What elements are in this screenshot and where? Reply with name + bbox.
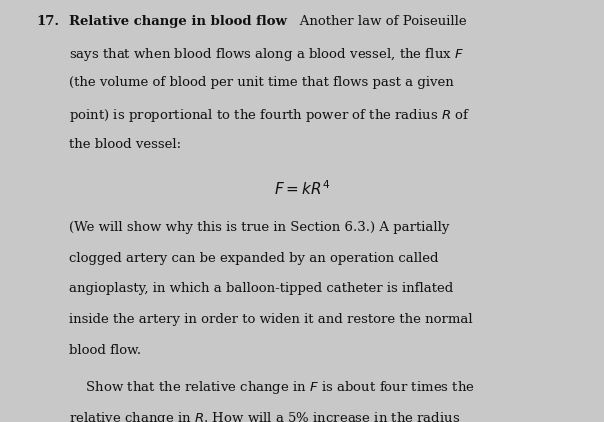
Text: Show that the relative change in $F$ is about four times the: Show that the relative change in $F$ is … (69, 379, 475, 396)
Text: clogged artery can be expanded by an operation called: clogged artery can be expanded by an ope… (69, 252, 439, 265)
Text: says that when blood flows along a blood vessel, the flux $F$: says that when blood flows along a blood… (69, 46, 464, 62)
Text: (We will show why this is true in Section 6.3.) A partially: (We will show why this is true in Sectio… (69, 221, 450, 234)
Text: blood flow.: blood flow. (69, 344, 141, 357)
Text: (the volume of blood per unit time that flows past a given: (the volume of blood per unit time that … (69, 76, 454, 89)
Text: point) is proportional to the fourth power of the radius $R$ of: point) is proportional to the fourth pow… (69, 107, 471, 124)
Text: the blood vessel:: the blood vessel: (69, 138, 182, 151)
Text: angioplasty, in which a balloon-tipped catheter is inflated: angioplasty, in which a balloon-tipped c… (69, 282, 454, 295)
Text: relative change in $R$. How will a 5% increase in the radius: relative change in $R$. How will a 5% in… (69, 410, 461, 422)
Text: Another law of Poiseuille: Another law of Poiseuille (288, 15, 467, 28)
Text: inside the artery in order to widen it and restore the normal: inside the artery in order to widen it a… (69, 313, 473, 326)
Text: Relative change in blood flow: Relative change in blood flow (69, 15, 288, 28)
Text: $F = kR^4$: $F = kR^4$ (274, 179, 330, 198)
Text: 17.: 17. (36, 15, 59, 28)
